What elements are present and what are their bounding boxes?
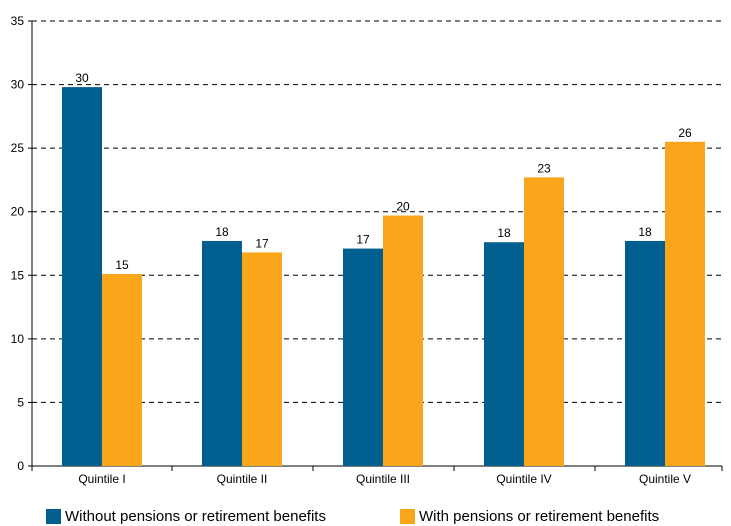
x-tick-label: Quintile III — [356, 472, 410, 486]
y-tick-label: 20 — [11, 205, 25, 219]
bar-with-pensions — [102, 274, 142, 466]
bar-without-pensions — [202, 240, 242, 466]
data-label: 15 — [115, 258, 129, 272]
legend: Without pensions or retirement benefits … — [46, 508, 726, 526]
legend-swatch-with-pensions — [400, 509, 415, 524]
data-label: 26 — [678, 126, 692, 140]
data-label: 30 — [75, 71, 89, 85]
legend-label-without-pensions: Without pensions or retirement benefits — [65, 508, 326, 525]
y-tick-label: 0 — [17, 459, 24, 473]
bar-with-pensions — [665, 141, 705, 467]
x-tick-label: Quintile IV — [496, 472, 551, 486]
data-label: 17 — [356, 233, 370, 247]
data-label: 20 — [396, 200, 410, 214]
bar-without-pensions — [625, 240, 665, 466]
y-tick-label: 25 — [11, 141, 25, 155]
data-label: 18 — [497, 226, 511, 240]
x-tick-label: Quintile I — [78, 472, 125, 486]
y-tick-label: 15 — [11, 268, 25, 282]
legend-item-with-pensions: With pensions or retirement benefits — [400, 508, 659, 525]
bar-without-pensions — [343, 248, 383, 466]
bar-chart: 0 5 10 15 20 25 30 35 30 15 Quintile I 18 17 Quintile… — [11, 14, 723, 486]
bar-without-pensions — [62, 87, 102, 466]
y-tick-label: 30 — [11, 78, 25, 92]
x-tick-label: Quintile V — [639, 472, 691, 486]
bar-without-pensions — [484, 242, 524, 466]
y-tick-label: 10 — [11, 332, 25, 346]
data-label: 23 — [537, 161, 551, 175]
y-tick-label: 5 — [17, 395, 24, 409]
bar-with-pensions — [524, 177, 564, 466]
bar-with-pensions — [242, 252, 282, 466]
data-label: 17 — [255, 236, 269, 250]
data-label: 18 — [215, 225, 229, 239]
data-label: 18 — [638, 225, 652, 239]
legend-swatch-without-pensions — [46, 509, 61, 524]
legend-label-with-pensions: With pensions or retirement benefits — [419, 508, 660, 525]
legend-item-without-pensions: Without pensions or retirement benefits — [46, 508, 326, 525]
bar-with-pensions — [383, 215, 423, 466]
y-tick-label: 35 — [11, 14, 25, 28]
x-tick-label: Quintile II — [217, 472, 268, 486]
